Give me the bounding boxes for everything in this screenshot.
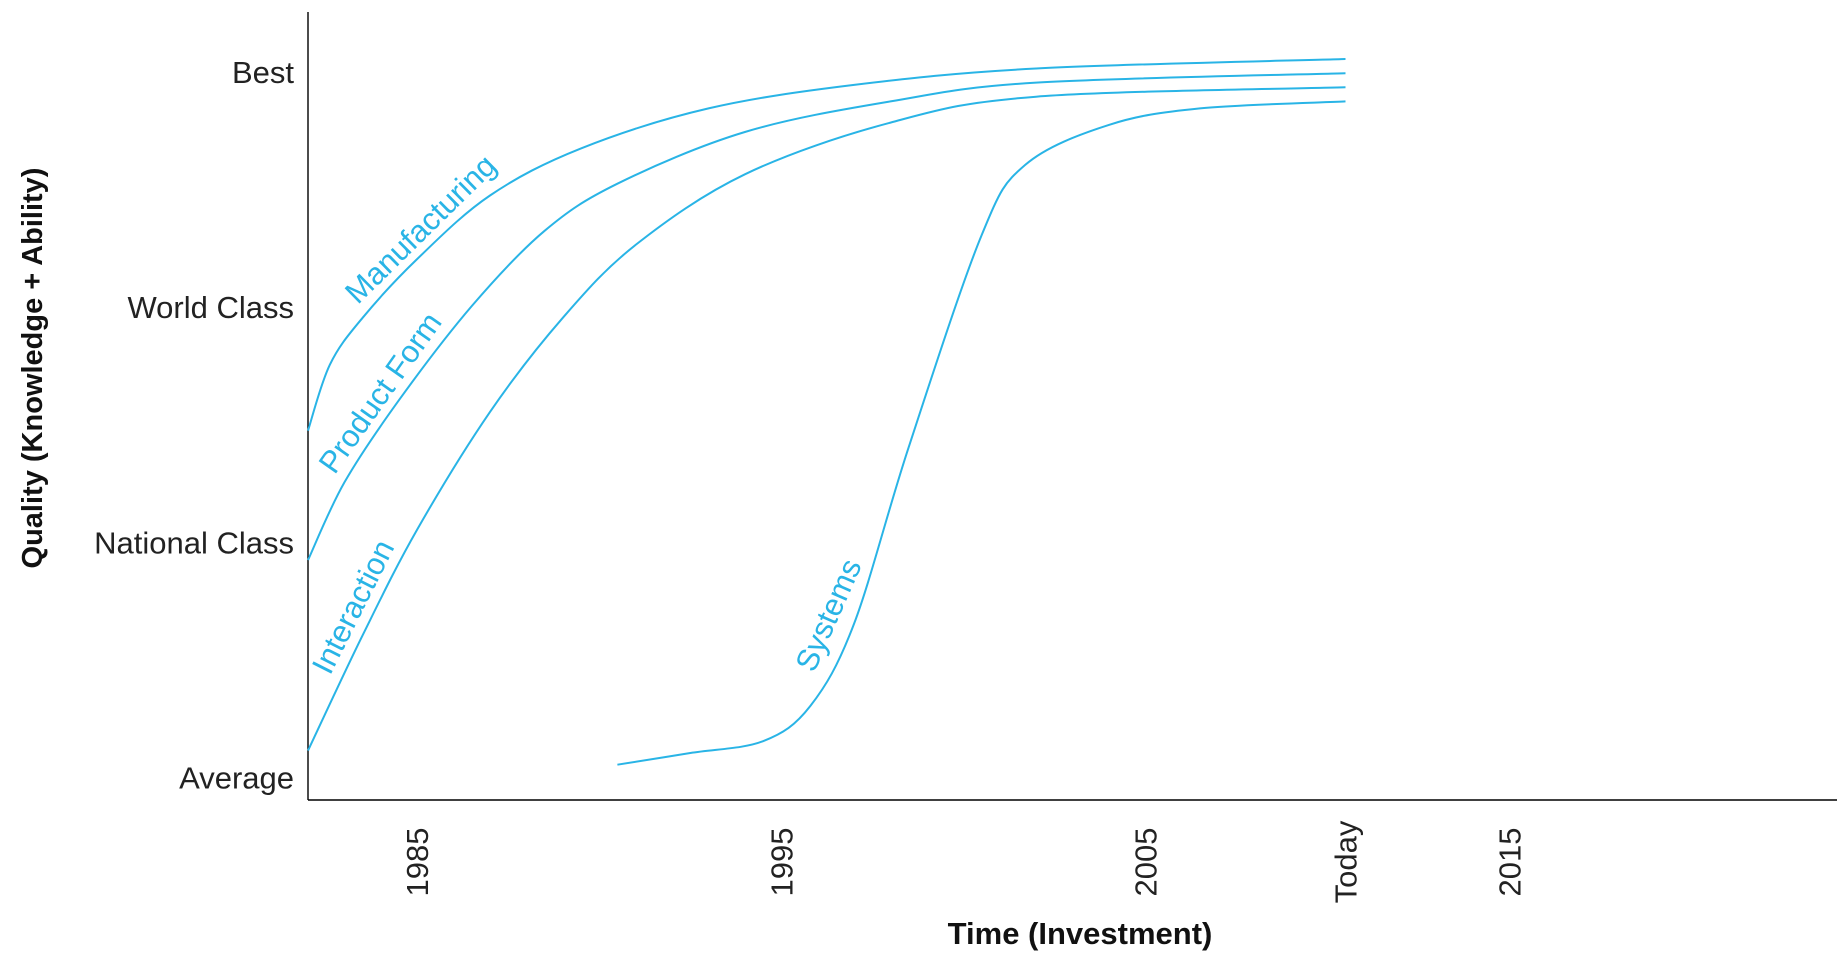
y-tick-label: World Class <box>127 290 294 325</box>
y-tick-label: Best <box>232 55 294 90</box>
x-tick-label: Today <box>1329 820 1364 903</box>
x-axis-title: Time (Investment) <box>948 916 1213 951</box>
y-axis-title: Quality (Knowledge + Ability) <box>17 168 49 569</box>
x-tick-label: 2015 <box>1492 828 1527 897</box>
y-tick-label: National Class <box>94 525 294 560</box>
x-tick-label: 1995 <box>764 828 799 897</box>
x-tick-label: 1985 <box>400 828 435 897</box>
series-line-product-form <box>307 72 1346 561</box>
x-tick-label: 2005 <box>1128 828 1163 897</box>
series-line-manufacturing <box>307 58 1346 432</box>
y-tick-label: Average <box>179 760 294 795</box>
series-label-manufacturing: Manufacturing <box>338 148 503 311</box>
series-label-interaction: Interaction <box>305 534 401 679</box>
series-line-interaction <box>307 86 1346 752</box>
series-label-product-form: Product Form <box>312 306 449 480</box>
series-line-systems <box>617 100 1346 766</box>
